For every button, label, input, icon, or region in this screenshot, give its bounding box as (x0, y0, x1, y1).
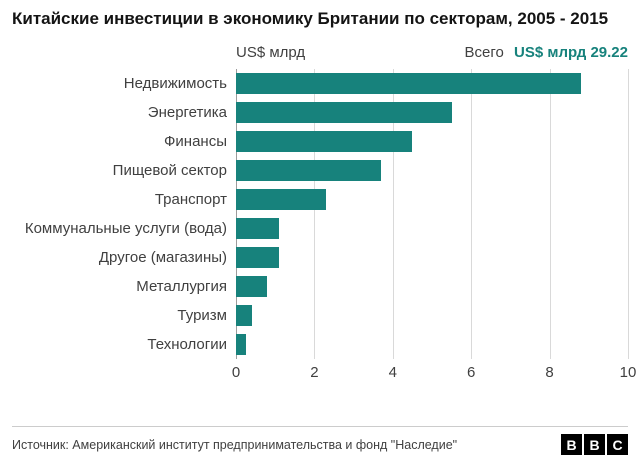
category-label: Другое (магазины) (98, 248, 227, 266)
bar (236, 246, 280, 268)
bar (236, 159, 382, 181)
category-label: Туризм (177, 306, 227, 324)
category-label: Транспорт (154, 190, 227, 208)
bar-track (236, 217, 628, 239)
chart-row: Энергетика (12, 98, 628, 127)
x-tick-label: 8 (545, 363, 554, 381)
bar-track (236, 188, 628, 210)
axis-zero-line (236, 68, 237, 359)
category-label: Коммунальные услуги (вода) (24, 219, 227, 237)
x-tick-label: 6 (467, 363, 476, 381)
x-tick-label: 0 (231, 363, 241, 381)
category-label: Пищевой сектор (112, 161, 227, 179)
chart-row: Пищевой сектор (12, 156, 628, 185)
bar (236, 275, 268, 297)
category-label: Металлургия (136, 277, 227, 295)
bar-track (236, 101, 628, 123)
gridlines (236, 68, 629, 359)
total-value: US$ млрд 29.22 (514, 43, 628, 61)
bar-track (236, 304, 628, 326)
bar (236, 72, 581, 94)
chart-rows: Недвижимость Энергетика Финансы Пищевой сек… (12, 69, 628, 359)
chart-row: Недвижимость (12, 69, 628, 98)
source-note: Источник: Американский институт предприн… (12, 437, 458, 452)
total-label: Всего (464, 43, 504, 61)
bar-track (236, 130, 628, 152)
unit-label: US$ млрд (236, 43, 306, 61)
chart-row: Другое (магазины) (12, 243, 628, 272)
category-label: Недвижимость (123, 74, 227, 92)
x-axis: 0 2 4 6 8 10 (232, 359, 637, 381)
x-tick-label: 4 (388, 363, 397, 381)
bar-track (236, 275, 628, 297)
spacer (12, 381, 628, 426)
bbc-logo-block: B (584, 434, 605, 455)
chart-title: Китайские инвестиции в экономику Британи… (12, 9, 609, 28)
bar-track (236, 333, 628, 355)
total: Всего US$ млрд 29.22 (464, 44, 628, 61)
gridline (549, 68, 551, 359)
footer: Источник: Американский институт предприн… (12, 426, 628, 455)
chart-row: Транспорт (12, 185, 628, 214)
bbc-logo-block: B (561, 434, 582, 455)
gridline (628, 68, 629, 359)
bar (236, 101, 452, 123)
gridline (314, 68, 316, 359)
category-label: Технологии (147, 335, 227, 353)
bar (236, 188, 327, 210)
bar-chart: Недвижимость Энергетика Финансы Пищевой сек… (12, 68, 637, 381)
gridline (392, 68, 394, 359)
x-tick-label: 2 (310, 363, 319, 381)
chart-row: Коммунальные услуги (вода) (12, 214, 628, 243)
x-tick-label: 10 (619, 363, 637, 381)
bar-track (236, 72, 628, 94)
gridline (471, 68, 473, 359)
bar-track (236, 159, 628, 181)
chart-row: Финансы (12, 127, 628, 156)
bar (236, 333, 246, 355)
bar-track (236, 246, 628, 268)
chart-row: Технологии (12, 330, 628, 359)
chart-row: Металлургия (12, 272, 628, 301)
bar (236, 130, 413, 152)
category-label: Финансы (164, 132, 227, 150)
chart-subheader: US$ млрд Всего US$ млрд 29.22 (236, 44, 628, 61)
bbc-logo-block: C (607, 434, 628, 455)
bar (236, 304, 252, 326)
bar (236, 217, 280, 239)
category-label: Энергетика (147, 103, 227, 121)
chart-row: Туризм (12, 301, 628, 330)
